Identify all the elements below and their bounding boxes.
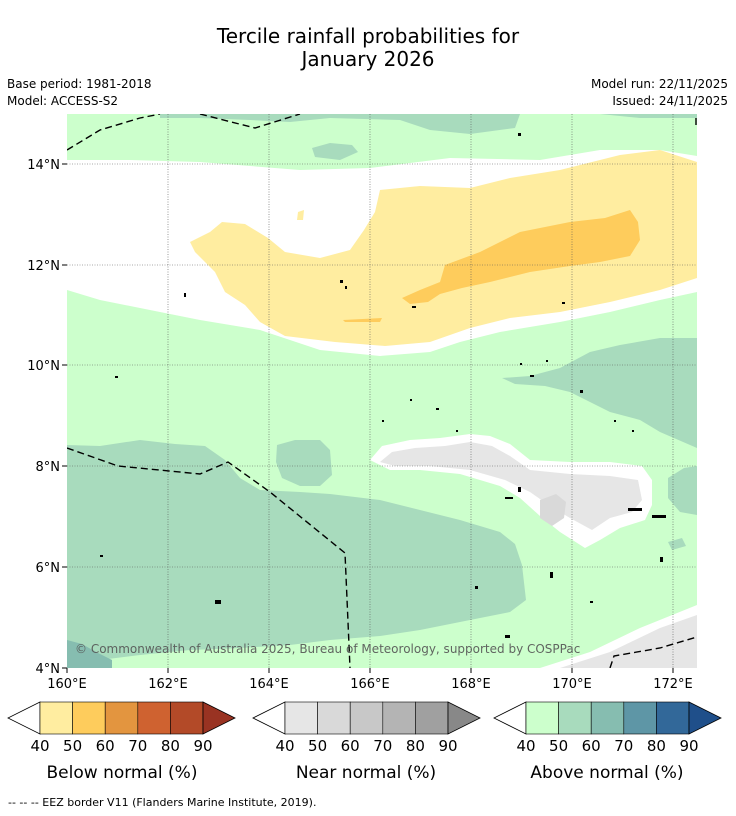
colorbar-over-triangle [688, 701, 722, 735]
colorbar-tick-label: 70 [373, 737, 392, 755]
colorbar-swatch [558, 701, 592, 735]
below-normal-40-small-region [297, 210, 304, 220]
longitude-tick-label: 162°E [148, 677, 188, 692]
colorbar-tick-label: 40 [30, 737, 49, 755]
longitude-tick-label: 172°E [653, 677, 693, 692]
above-normal-50-top-region [160, 114, 520, 134]
colorbar-swatch [349, 701, 384, 735]
colorbar-under-triangle [7, 701, 41, 735]
colorbar-over-triangle [447, 701, 481, 735]
map-title-line1: Tercile rainfall probabilities for [216, 24, 520, 48]
colorbar-tick-label: 60 [96, 737, 115, 755]
above-normal-50-southwest-region [67, 440, 526, 664]
axis-tick-marks [62, 163, 674, 673]
model-run-date: Model run: 22/11/2025 [590, 77, 728, 91]
colorbar-tick-label: 40 [516, 737, 535, 755]
colorbar-under-triangle [493, 701, 527, 735]
longitude-tick-label: 160°E [47, 677, 87, 692]
colorbar-swatch [590, 701, 625, 735]
colorbar-swatch [415, 701, 449, 735]
above-normal-50-small-region [312, 143, 358, 160]
colorbar-legends: 40 50 60 70 80 90 Below normal (%) 40 50 60 70 80 90… [7, 701, 722, 783]
colorbar-tick-label: 70 [128, 737, 147, 755]
latitude-tick-label: 6°N [36, 561, 61, 576]
longitude-tick-label: 166°E [350, 677, 390, 692]
issued-date: Issued: 24/11/2025 [612, 94, 728, 108]
colorbar-swatch [382, 701, 416, 735]
colorbar-tick-label: 50 [549, 737, 568, 755]
near-normal-40-southeast-region [560, 615, 697, 668]
colorbar-title: Below normal (%) [47, 763, 198, 783]
colorbar-tick-label: 80 [406, 737, 425, 755]
island-markers [100, 133, 666, 638]
colorbar-below: 40 50 60 70 80 90 Below normal (%) [7, 701, 236, 783]
eez-border-lines [67, 114, 697, 668]
colorbar-tick-label: 70 [614, 737, 633, 755]
colorbar-swatch [104, 701, 139, 735]
below-normal-40-region [190, 150, 697, 346]
colorbar-swatch [525, 701, 559, 735]
probability-map: © Commonwealth of Australia 2025, Bureau… [67, 114, 697, 668]
colorbar-title: Above normal (%) [530, 763, 683, 783]
latitude-tick-label: 10°N [27, 359, 60, 374]
longitude-labels: 160°E 162°E 164°E 166°E 168°E 170°E 172°E [47, 677, 693, 692]
above-normal-60-corner-region [67, 640, 112, 668]
colorbar-tick-label: 40 [275, 737, 294, 755]
colorbar-tick-label: 90 [193, 737, 212, 755]
colorbar-swatch [623, 701, 657, 735]
colorbar-tick-label: 60 [582, 737, 601, 755]
above-normal-50-dot-region [668, 538, 686, 550]
base-period: Base period: 1981-2018 [7, 77, 152, 91]
near-normal-50-region [540, 494, 566, 526]
colorbar-swatch [656, 701, 690, 735]
latitude-tick-label: 14°N [27, 158, 60, 173]
gridlines [67, 114, 697, 668]
colorbar-tick-label: 80 [647, 737, 666, 755]
longitude-tick-label: 168°E [451, 677, 491, 692]
colorbar-over-triangle [202, 701, 236, 735]
colorbar-swatch [39, 701, 73, 735]
below-normal-50-region [402, 210, 640, 304]
eez-footnote: -- -- -- EEZ border V11 (Flanders Marine… [8, 796, 317, 809]
colorbar-title: Near normal (%) [296, 763, 436, 783]
above-normal-50-central-region [276, 440, 332, 486]
longitude-tick-label: 170°E [552, 677, 592, 692]
latitude-tick-label: 4°N [36, 662, 61, 677]
copyright-text: © Commonwealth of Australia 2025, Bureau… [75, 642, 580, 656]
colorbar-swatch [137, 701, 171, 735]
below-normal-50-sliver-region [343, 318, 382, 322]
latitude-tick-label: 8°N [36, 460, 61, 475]
longitude-tick-label: 164°E [249, 677, 289, 692]
colorbar-swatch [284, 701, 318, 735]
colorbar-tick-label: 90 [438, 737, 457, 755]
colorbar-above: 40 50 60 70 80 90 Above normal (%) [493, 701, 722, 783]
colorbar-tick-label: 60 [341, 737, 360, 755]
model-name: Model: ACCESS-S2 [7, 94, 119, 108]
colorbar-swatch [317, 701, 351, 735]
colorbar-tick-label: 90 [679, 737, 698, 755]
colorbar-tick-label: 50 [63, 737, 82, 755]
near-normal-40-region [380, 442, 642, 530]
map-title-line2: January 2026 [301, 47, 435, 71]
colorbar-swatch [72, 701, 106, 735]
latitude-labels: 4°N 6°N 8°N 10°N 12°N 14°N [27, 158, 60, 677]
above-normal-50-east-region [502, 338, 697, 448]
above-normal-50-eastedge-region [668, 466, 697, 515]
colorbar-swatch [170, 701, 204, 735]
colorbar-under-triangle [252, 701, 286, 735]
colorbar-tick-label: 80 [161, 737, 180, 755]
colorbar-tick-label: 50 [308, 737, 327, 755]
latitude-tick-label: 12°N [27, 259, 60, 274]
